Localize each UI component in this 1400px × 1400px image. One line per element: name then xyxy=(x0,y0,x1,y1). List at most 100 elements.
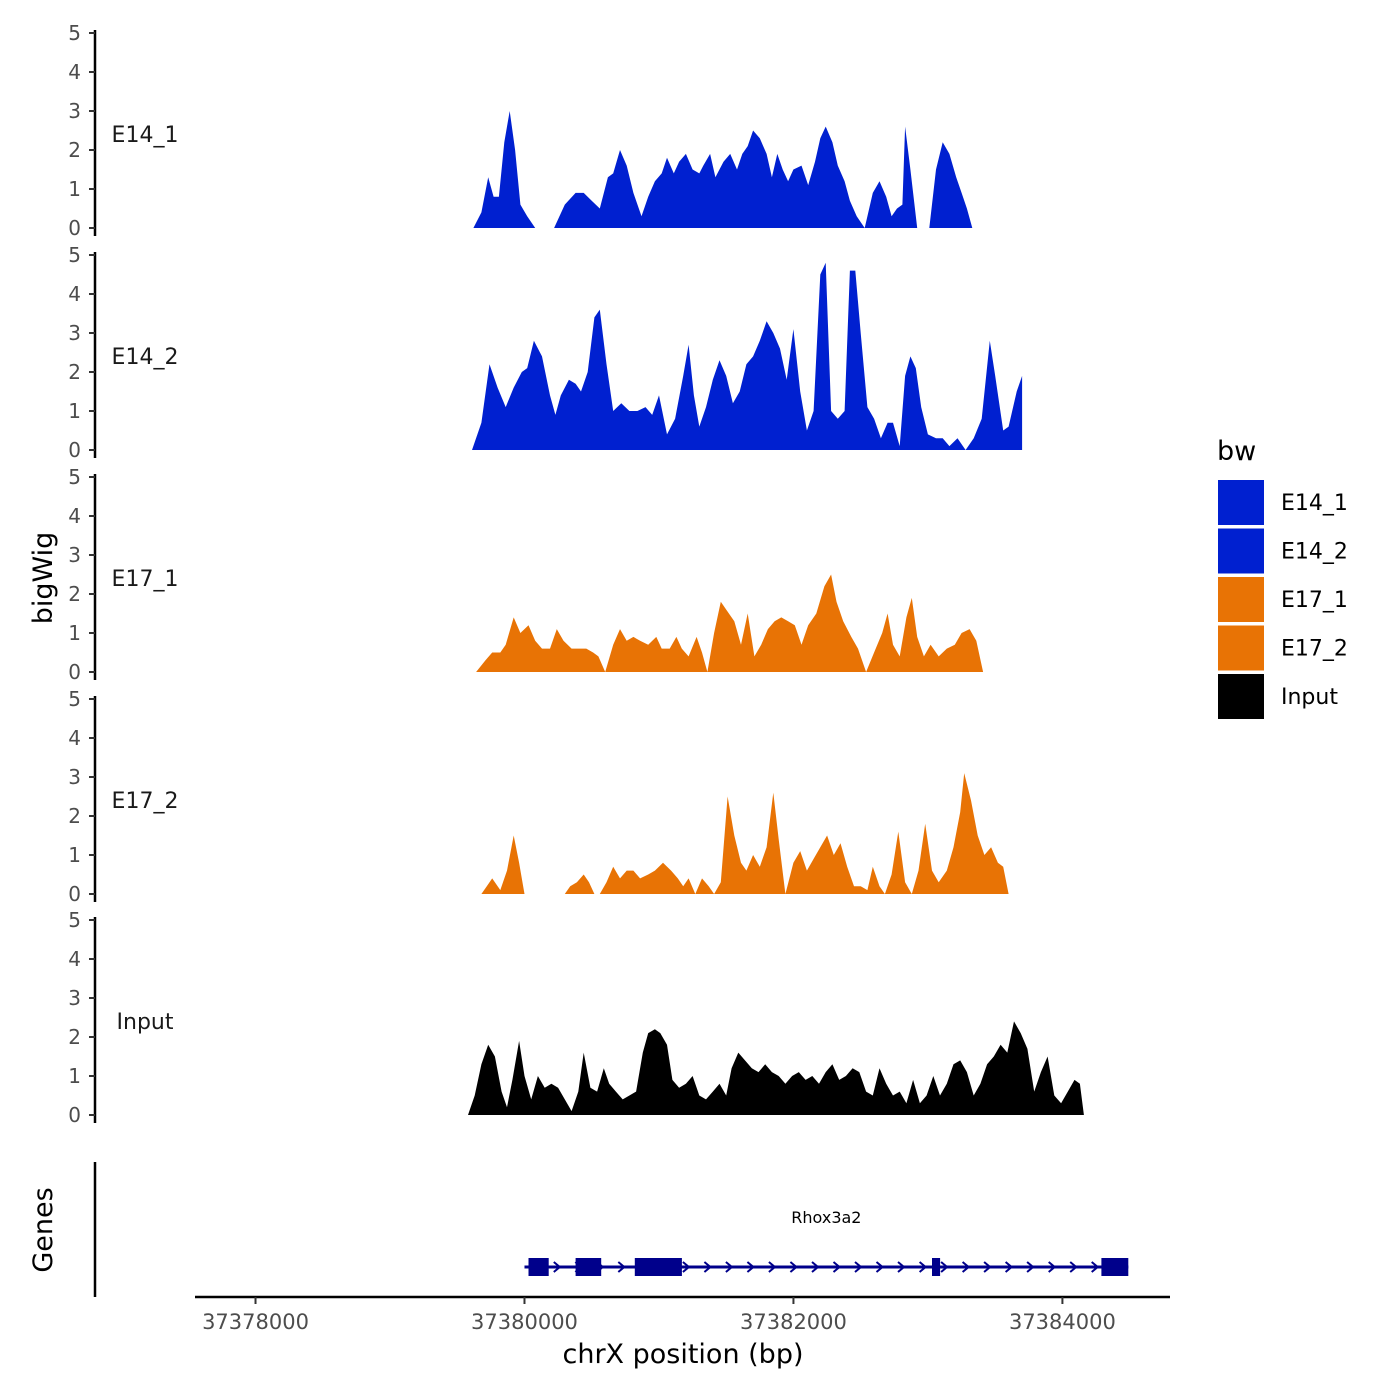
y-axis-title: bigWig xyxy=(28,532,59,625)
signal-area-E17_1 xyxy=(476,574,984,672)
track-E14_2: 0 1 2 3 4 5 E14_2 xyxy=(68,243,1023,462)
y-tick-label: 3 xyxy=(68,543,81,567)
strand-arrow xyxy=(961,1261,971,1273)
legend-entry: E14_1 xyxy=(1218,480,1348,525)
signal-area-E14_2 xyxy=(472,262,1023,450)
strand-arrow xyxy=(918,1261,928,1273)
gene-exon xyxy=(575,1258,602,1276)
y-tick-label: 4 xyxy=(68,282,81,306)
strand-arrow xyxy=(1026,1261,1035,1273)
gene-exon xyxy=(528,1258,549,1276)
y-tick-label: 5 xyxy=(68,243,81,267)
track-E17_1: 0 1 2 3 4 5 E17_1 xyxy=(68,465,984,684)
strand-arrow xyxy=(1091,1261,1100,1273)
legend-label: E17_1 xyxy=(1281,588,1348,613)
strand-arrow xyxy=(1069,1261,1078,1273)
genes-axis-title: Genes xyxy=(28,1187,59,1272)
y-tick-label: 4 xyxy=(68,726,81,750)
signal-area-E17_2 xyxy=(481,835,525,894)
track-label: E17_2 xyxy=(112,789,179,814)
y-tick-label: 1 xyxy=(68,399,81,423)
y-tick-label: 3 xyxy=(68,99,81,123)
signal-area-E17_2 xyxy=(564,773,1009,894)
x-tick-label: 37382000 xyxy=(740,1310,847,1334)
y-tick-label: 3 xyxy=(68,986,81,1010)
strand-arrow xyxy=(1048,1261,1057,1273)
track-label: E14_1 xyxy=(112,123,179,148)
y-tick-label: 0 xyxy=(68,438,81,462)
y-tick-label: 5 xyxy=(68,687,81,711)
y-tick-label: 4 xyxy=(68,947,81,971)
legend-label: E14_2 xyxy=(1281,540,1348,565)
y-tick-label: 5 xyxy=(68,465,81,489)
y-tick-label: 4 xyxy=(68,504,81,528)
legend-title: bw xyxy=(1217,436,1256,467)
x-tick-label: 37380000 xyxy=(471,1310,578,1334)
track-label: E14_2 xyxy=(112,345,179,370)
track-label: Input xyxy=(117,1010,174,1035)
y-tick-label: 0 xyxy=(68,1103,81,1127)
gene-exon xyxy=(932,1258,941,1276)
track-E14_1: 0 1 2 3 4 5 E14_1 xyxy=(68,21,973,240)
y-tick-label: 5 xyxy=(68,908,81,932)
legend-swatch xyxy=(1218,528,1264,574)
y-tick-label: 0 xyxy=(68,216,81,240)
strand-arrow xyxy=(854,1261,863,1273)
strand-arrow xyxy=(1004,1261,1014,1273)
legend-swatch xyxy=(1218,674,1264,719)
strand-arrow xyxy=(983,1261,992,1273)
strand-arrow xyxy=(875,1261,885,1273)
gene-panel: Rhox3a2 xyxy=(93,1162,1129,1297)
y-tick-label: 0 xyxy=(68,660,81,684)
track-Input: 0 1 2 3 4 5 Input xyxy=(68,908,1084,1127)
strand-arrow xyxy=(897,1261,906,1273)
y-tick-label: 3 xyxy=(68,765,81,789)
strand-arrow xyxy=(789,1261,798,1273)
x-axis: 37378000 37380000 37382000 37384000 xyxy=(195,1295,1170,1334)
strand-arrow xyxy=(811,1261,820,1273)
y-tick-label: 1 xyxy=(68,177,81,201)
y-tick-label: 2 xyxy=(68,582,81,606)
gene-exon xyxy=(1101,1258,1129,1276)
legend-entry: E14_2 xyxy=(1218,528,1348,574)
strand-arrow xyxy=(703,1261,712,1273)
y-tick-label: 2 xyxy=(68,804,81,828)
legend-entry: Input xyxy=(1218,674,1338,719)
signal-area-E14_1 xyxy=(554,126,973,228)
signal-area-E14_1 xyxy=(473,111,536,228)
legend-swatch xyxy=(1218,625,1264,671)
strand-arrow xyxy=(768,1261,777,1273)
legend-swatch xyxy=(1218,577,1264,622)
y-tick-label: 1 xyxy=(68,843,81,867)
y-tick-label: 0 xyxy=(68,882,81,906)
gene-exon xyxy=(634,1258,682,1276)
y-tick-label: 3 xyxy=(68,321,81,345)
strand-arrow xyxy=(746,1261,755,1273)
x-tick-label: 37384000 xyxy=(1009,1310,1116,1334)
y-tick-label: 1 xyxy=(68,1064,81,1088)
track-E17_2: 0 1 2 3 4 5 E17_2 xyxy=(68,687,1009,906)
y-tick-label: 5 xyxy=(68,21,81,45)
strand-arrow xyxy=(940,1261,949,1273)
y-tick-label: 2 xyxy=(68,1025,81,1049)
legend: bw E14_1 E14_2 E17_1 E17_2 Input xyxy=(1217,436,1348,719)
y-tick-label: 2 xyxy=(68,360,81,384)
signal-area-Input xyxy=(468,1021,1084,1115)
y-tick-label: 2 xyxy=(68,138,81,162)
strand-arrow xyxy=(832,1261,842,1273)
y-tick-label: 1 xyxy=(68,621,81,645)
strand-arrow xyxy=(617,1261,626,1273)
legend-swatch xyxy=(1218,480,1264,525)
legend-label: E17_2 xyxy=(1281,637,1348,662)
x-axis-title: chrX position (bp) xyxy=(562,1339,803,1370)
gene-name-label: Rhox3a2 xyxy=(791,1208,861,1227)
legend-entry: E17_2 xyxy=(1218,625,1348,671)
legend-label: Input xyxy=(1281,685,1338,710)
legend-label: E14_1 xyxy=(1281,491,1348,516)
strand-arrow xyxy=(553,1261,562,1273)
y-tick-label: 4 xyxy=(68,60,81,84)
track-label: E17_1 xyxy=(112,567,179,592)
track-panels: 0 1 2 3 4 5 E14_1 0 1 2 3 4 5 E14_2 0 1 2 3 4 5 E17_1 0 1 2 3 4 5 E… xyxy=(68,21,1084,1127)
x-tick-label: 37378000 xyxy=(202,1310,309,1334)
